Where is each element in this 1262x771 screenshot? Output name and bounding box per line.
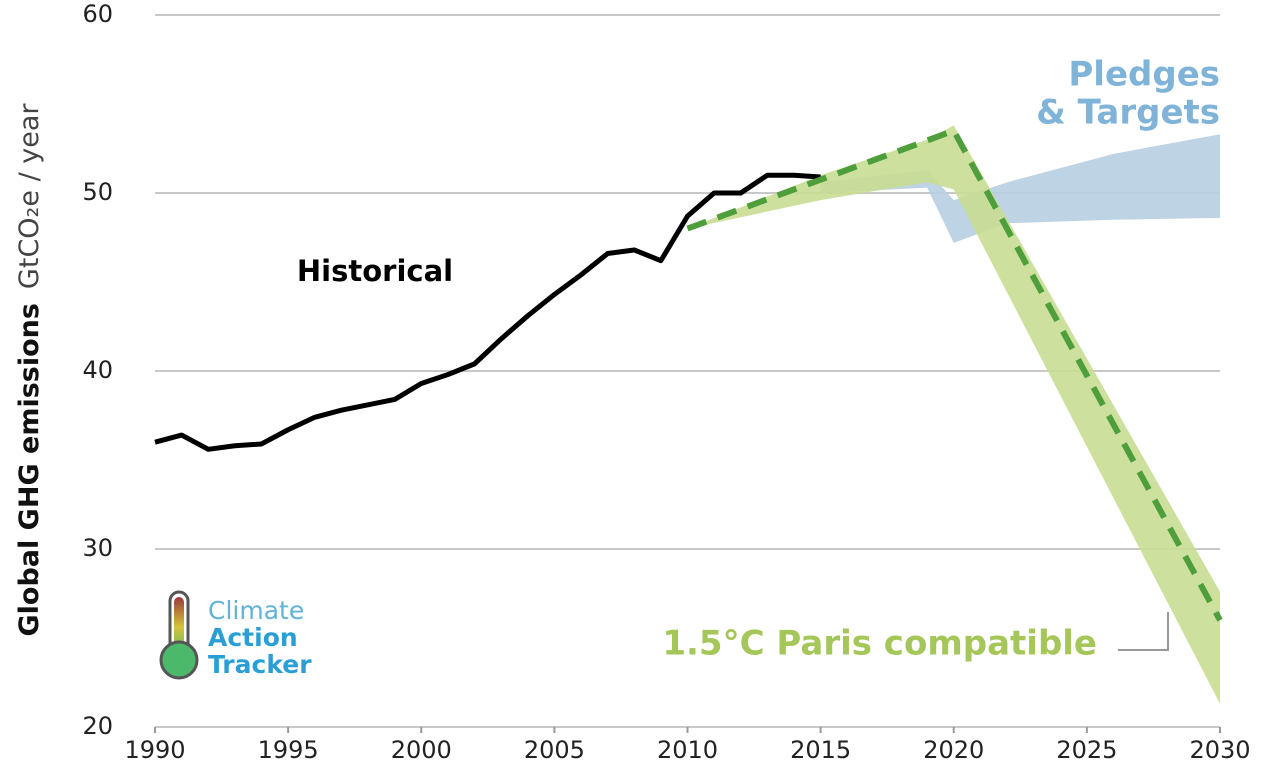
x-tick-label: 2000 [391,736,452,764]
logo: Climate Action Tracker [159,590,312,680]
logo-text: Climate [208,596,304,625]
y-tick-label: 50 [82,178,113,206]
y-axis-label-main: Global GHG emissions [14,303,45,636]
line [154,172,821,452]
y-tick-label: 60 [82,0,113,28]
x-tick-label: 1990 [124,736,185,764]
thermometer-bulb [159,640,199,680]
series-label: Pledges [1068,55,1220,95]
logo-text: Tracker [208,650,312,679]
x-tick-label: 2020 [923,736,984,764]
x-tick-label: 2010 [657,736,718,764]
x-tick-label: 2005 [524,736,585,764]
dashed-line [686,126,1223,622]
series-label: 1.5°C Paris compatible [662,624,1097,664]
y-tick-label: 40 [82,356,113,384]
band [687,125,1220,704]
y-axis-label: Global GHG emissions GtCO₂e / year [14,103,45,637]
band [820,134,1220,243]
x-tick-label: 1995 [258,736,319,764]
y-tick-label: 20 [82,712,113,740]
x-tick-label: 2030 [1189,736,1250,764]
x-tick-label: 2015 [790,736,851,764]
y-tick-label: 30 [82,534,113,562]
plot [154,14,1223,733]
y-axis-label-unit: GtCO₂e / year [14,103,45,289]
x-tick-label: 2025 [1056,736,1117,764]
logo-text: Action [208,623,298,652]
series-label: Historical [297,254,453,288]
series-label: & Targets [1036,93,1220,133]
leader-line [1118,612,1169,651]
